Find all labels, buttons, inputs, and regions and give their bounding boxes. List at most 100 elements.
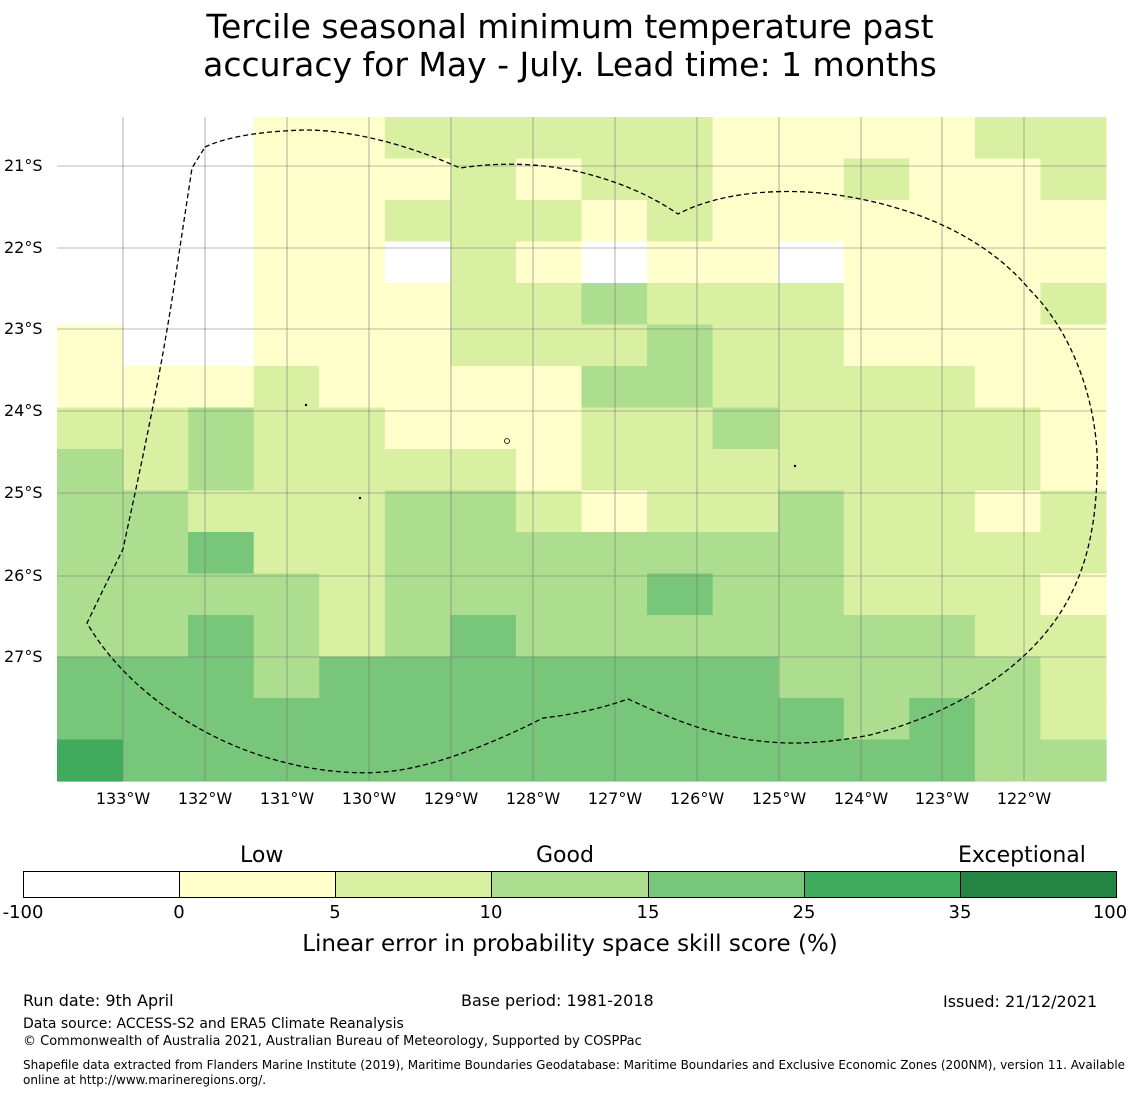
- skill-cell: [384, 200, 451, 243]
- skill-cell: [974, 407, 1042, 450]
- colorbar-tick-label: 0: [173, 902, 185, 923]
- skill-cell: [57, 449, 124, 492]
- skill-cell: [647, 366, 714, 409]
- skill-cell: [1040, 656, 1107, 699]
- skill-cell: [778, 117, 845, 160]
- skill-cell: [384, 656, 451, 699]
- skill-cell: [974, 324, 1042, 367]
- skill-cell: [188, 739, 255, 782]
- skill-cell: [712, 366, 779, 409]
- island-marks: [304, 403, 797, 500]
- skill-cell: [581, 449, 648, 492]
- skill-cell: [778, 573, 845, 616]
- skill-cell: [319, 490, 386, 533]
- issued-date: Issued: 21/12/2021: [943, 992, 1098, 1011]
- skill-cell: [712, 117, 779, 160]
- skill-cell: [712, 449, 779, 492]
- skill-cell: [319, 739, 386, 782]
- skill-cell: [909, 241, 976, 284]
- skill-cell: [319, 532, 386, 575]
- island-mark: [358, 496, 362, 500]
- eez-boundary: [86, 129, 1098, 774]
- skill-cell: [843, 449, 910, 492]
- skill-cell: [1040, 490, 1107, 533]
- skill-cell: [515, 739, 583, 782]
- skill-cell: [712, 490, 779, 533]
- skill-cell: [909, 449, 976, 492]
- skill-cell: [384, 573, 451, 616]
- skill-cell: [122, 656, 189, 699]
- skill-cell: [1040, 449, 1107, 492]
- skill-cell: [122, 615, 189, 658]
- lon-label: 125°W: [751, 789, 807, 808]
- skill-cell: [581, 656, 648, 699]
- skill-cell: [450, 117, 517, 160]
- skill-cell: [974, 200, 1042, 243]
- skill-cell: [843, 490, 910, 533]
- skill-cell: [712, 573, 779, 616]
- skill-cell: [188, 158, 255, 201]
- skill-cell: [581, 117, 648, 160]
- skill-cell: [515, 615, 583, 658]
- skill-cell: [712, 739, 779, 782]
- skill-cell: [647, 200, 714, 243]
- skill-cell: [450, 739, 517, 782]
- skill-cell: [909, 407, 976, 450]
- skill-cell: [515, 656, 583, 699]
- skill-cell: [450, 283, 517, 326]
- skill-cell: [122, 366, 189, 409]
- skill-cell: [843, 407, 910, 450]
- skill-cell: [1040, 407, 1107, 450]
- skill-cell: [319, 241, 386, 284]
- skill-cell: [319, 407, 386, 450]
- skill-cell: [974, 366, 1042, 409]
- skill-cell: [974, 532, 1042, 575]
- skill-cell: [384, 366, 451, 409]
- colorbar-tick-label: -100: [2, 902, 44, 923]
- skill-cell: [122, 698, 189, 741]
- colorbar-title: Linear error in probability space skill …: [302, 931, 838, 957]
- skill-cell: [188, 366, 255, 409]
- lat-label: 22°S: [4, 238, 43, 257]
- skill-cell: [450, 449, 517, 492]
- colorbar-segment: [336, 872, 493, 897]
- skill-cell: [384, 158, 451, 201]
- category-label-low: Low: [240, 843, 284, 868]
- skill-cell: [581, 366, 648, 409]
- skill-cell: [778, 366, 845, 409]
- skill-cell: [1040, 366, 1107, 409]
- skill-cell: [1040, 698, 1107, 741]
- skill-cell: [647, 490, 714, 533]
- skill-cell: [581, 158, 648, 201]
- skill-cell: [57, 532, 124, 575]
- skill-cell: [188, 283, 255, 326]
- skill-cell: [974, 449, 1042, 492]
- skill-cell: [57, 283, 124, 326]
- lon-label: 124°W: [833, 789, 889, 808]
- skill-cell: [57, 117, 124, 160]
- data-source: Data source: ACCESS-S2 and ERA5 Climate …: [23, 1016, 404, 1032]
- skill-cell: [843, 739, 910, 782]
- skill-cell: [843, 573, 910, 616]
- skill-cell: [188, 324, 255, 367]
- skill-cell: [450, 573, 517, 616]
- skill-cell: [712, 200, 779, 243]
- base-period: Base period: 1981-2018: [461, 991, 654, 1010]
- lon-label: 127°W: [587, 789, 643, 808]
- lon-label: 132°W: [177, 789, 233, 808]
- skill-cell: [581, 283, 648, 326]
- skill-cell: [515, 366, 583, 409]
- skill-map: [57, 117, 1107, 782]
- skill-cell: [450, 532, 517, 575]
- skill-cell: [450, 407, 517, 450]
- skill-cell: [319, 158, 386, 201]
- skill-cell: [1040, 615, 1107, 658]
- skill-cell: [843, 532, 910, 575]
- skill-cell: [450, 698, 517, 741]
- skill-cell: [450, 366, 517, 409]
- skill-cell: [57, 200, 124, 243]
- colorbar-segment: [804, 872, 961, 897]
- colorbar-tick-label: 10: [479, 902, 503, 923]
- skill-cell: [515, 117, 583, 160]
- category-label-good: Good: [536, 843, 594, 868]
